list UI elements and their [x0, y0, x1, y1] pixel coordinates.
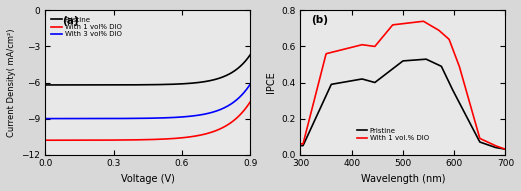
- Y-axis label: IPCE: IPCE: [266, 72, 276, 93]
- Legend: Pristine, With 1 vol.% DIO: Pristine, With 1 vol.% DIO: [354, 125, 432, 144]
- X-axis label: Wavelength (nm): Wavelength (nm): [361, 174, 445, 184]
- Legend: Pristine, With 1 vol% DIO, With 3 vol% DIO: Pristine, With 1 vol% DIO, With 3 vol% D…: [48, 14, 125, 40]
- X-axis label: Voltage (V): Voltage (V): [121, 174, 175, 184]
- Y-axis label: Current Density( mA/cm²): Current Density( mA/cm²): [7, 28, 16, 137]
- Text: (a): (a): [61, 16, 78, 26]
- Text: (b): (b): [311, 15, 328, 25]
